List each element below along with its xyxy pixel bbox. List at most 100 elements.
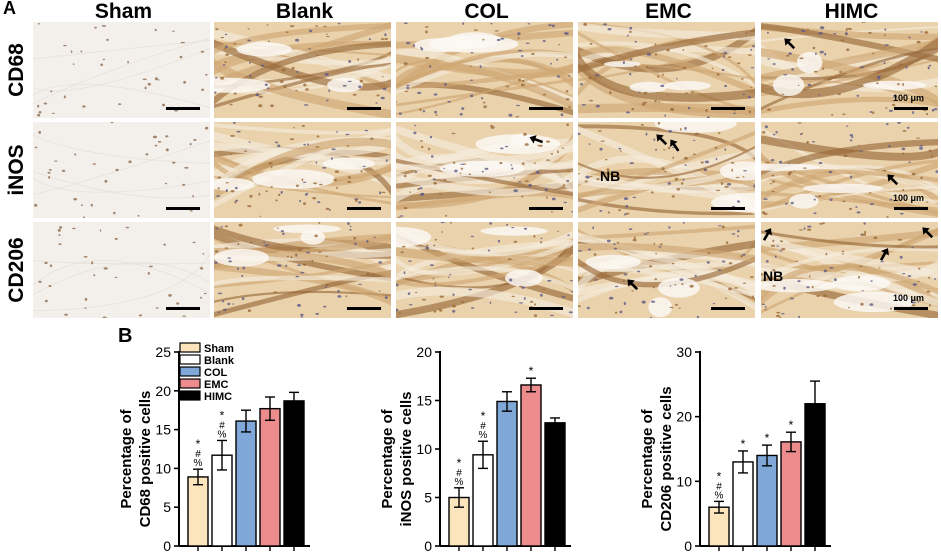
bar-emc — [259, 407, 281, 547]
bar-blank — [732, 461, 754, 547]
scale-bar — [529, 207, 563, 210]
new-bone-annotation: NB — [600, 168, 621, 184]
legend-label-emc: EMC — [204, 379, 229, 391]
arrow-icon — [879, 248, 889, 261]
bar-himc — [283, 400, 305, 547]
significance-mark: * — [717, 469, 722, 483]
scale-bar — [347, 107, 381, 110]
legend-swatch-blank — [179, 354, 201, 365]
y-tick-label: 10 — [676, 473, 692, 489]
significance-mark: * — [457, 456, 462, 470]
y-tick-label: 0 — [163, 538, 171, 553]
bar-sham — [187, 476, 209, 547]
new-bone-annotation: NB — [763, 268, 784, 284]
significance-mark: * — [529, 364, 534, 378]
y-tick-label: 5 — [424, 490, 432, 506]
micrograph-cd206-sham — [33, 222, 210, 318]
micrograph-inos-blank — [214, 122, 391, 218]
y-tick-label: 20 — [155, 383, 171, 399]
legend-swatch-himc — [179, 390, 201, 401]
micrograph-inos-himc — [761, 122, 938, 218]
micrograph-cd68-emc — [578, 22, 755, 118]
significance-mark: # — [219, 420, 225, 431]
arrow-icon — [529, 135, 544, 144]
micrograph-cd206-himc — [761, 222, 938, 318]
arrow-icon — [670, 139, 680, 152]
y-tick-label: 20 — [416, 344, 432, 360]
micrograph-inos-emc — [578, 122, 755, 218]
significance-mark: % — [455, 477, 464, 488]
bar-col — [756, 454, 778, 547]
scale-bar — [711, 207, 745, 210]
y-axis-label: CD68 positive cells — [137, 391, 154, 528]
y-tick-label: 15 — [416, 393, 432, 409]
y-axis-label: CD206 positive cells — [658, 386, 675, 531]
y-axis-label: Percentage of — [639, 408, 656, 508]
micrograph-cd68-sham — [33, 22, 210, 118]
micrograph-cd68-himc — [761, 22, 938, 118]
bar-col — [496, 400, 518, 547]
micrograph-inos-sham — [33, 122, 210, 218]
significance-mark: * — [196, 437, 201, 451]
scale-bar — [711, 307, 745, 310]
significance-mark: % — [715, 490, 724, 501]
y-axis-label: Percentage of — [118, 408, 135, 508]
row-label-inos: iNOS — [5, 144, 28, 196]
scale-bar — [529, 307, 563, 310]
y-tick-label: 0 — [424, 538, 432, 553]
micrograph-cd206-emc — [578, 222, 755, 318]
row-label-cd206: CD206 — [5, 237, 28, 303]
column-header-sham: Sham — [94, 0, 153, 23]
row-label-cd68: CD68 — [5, 43, 28, 97]
column-header-col: COL — [464, 0, 509, 23]
legend-label-blank: Blank — [204, 355, 235, 367]
micrograph-cd206-blank — [214, 222, 391, 318]
arrow-icon — [784, 38, 796, 50]
column-header-blank: Blank — [275, 0, 334, 23]
arrow-icon — [656, 134, 668, 146]
micrograph-cd206-col — [396, 222, 573, 318]
bar-himc — [544, 422, 566, 547]
scale-bar — [347, 307, 381, 310]
significance-mark: # — [480, 421, 486, 432]
y-tick-label: 10 — [416, 441, 432, 457]
y-axis-label: Percentage of — [379, 408, 396, 508]
legend-swatch-emc — [179, 378, 201, 389]
arrow-icon — [922, 227, 934, 239]
panel-b-letter: B — [118, 325, 133, 347]
y-tick-label: 25 — [155, 344, 171, 360]
scale-bar-label: 100 μm — [893, 93, 925, 103]
legend-swatch-sham — [179, 342, 201, 353]
significance-mark: * — [481, 409, 486, 423]
significance-mark: % — [479, 430, 488, 441]
significance-mark: * — [220, 408, 225, 422]
arrow-icon — [762, 228, 772, 241]
y-tick-label: 15 — [155, 422, 171, 438]
significance-mark: * — [765, 431, 770, 445]
column-header-himc: HIMC — [824, 0, 879, 23]
scale-bar — [347, 207, 381, 210]
scale-bar — [166, 307, 200, 310]
scale-bar — [166, 107, 200, 110]
bar-col — [235, 420, 257, 547]
legend-label-himc: HIMC — [204, 391, 232, 403]
significance-mark: # — [716, 481, 722, 492]
scale-bar-label: 100 μm — [893, 293, 925, 303]
scale-bar-label: 100 μm — [893, 193, 925, 203]
bar-emc — [520, 384, 542, 547]
legend-label-col: COL — [204, 367, 228, 379]
panel-a-letter: A — [3, 0, 16, 18]
y-tick-label: 10 — [155, 460, 171, 476]
arrow-icon — [627, 279, 639, 291]
legend-swatch-col — [179, 366, 201, 377]
micrograph-inos-col — [396, 122, 573, 218]
significance-mark: * — [789, 418, 794, 432]
micrograph-cd68-blank — [214, 22, 391, 118]
scale-bar — [711, 107, 745, 110]
significance-mark: % — [194, 458, 203, 469]
scale-bar — [894, 107, 928, 110]
significance-mark: # — [195, 449, 201, 460]
significance-mark: * — [741, 437, 746, 451]
significance-mark: # — [456, 468, 462, 479]
